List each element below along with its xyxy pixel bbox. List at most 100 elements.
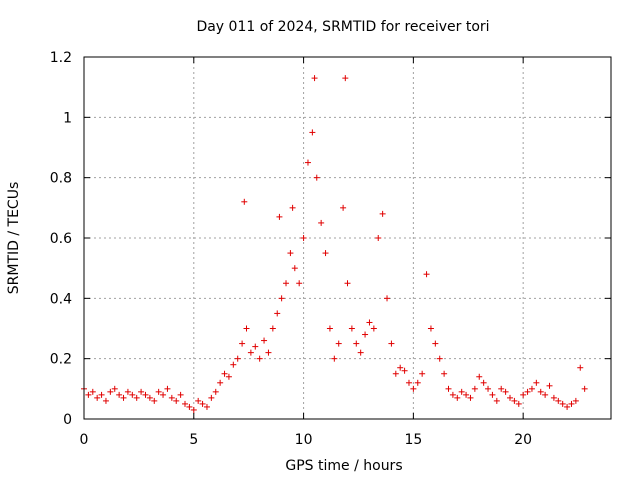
data-point xyxy=(265,349,272,356)
data-point xyxy=(568,400,575,407)
data-point xyxy=(225,373,232,380)
data-point xyxy=(247,349,254,356)
data-point xyxy=(542,391,549,398)
data-point xyxy=(335,340,342,347)
data-point xyxy=(581,385,588,392)
data-point xyxy=(256,355,263,362)
data-point xyxy=(502,388,509,395)
data-point xyxy=(331,355,338,362)
data-point xyxy=(410,385,417,392)
data-point xyxy=(485,385,492,392)
data-point xyxy=(252,343,259,350)
data-point xyxy=(116,391,123,398)
data-point xyxy=(311,75,318,82)
data-point xyxy=(348,325,355,332)
data-point xyxy=(379,210,386,217)
data-point xyxy=(291,265,298,272)
data-point xyxy=(241,198,248,205)
y-tick-label: 0.6 xyxy=(50,231,72,247)
y-tick-label: 0.4 xyxy=(50,291,72,307)
data-point xyxy=(182,400,189,407)
data-point xyxy=(476,373,483,380)
data-point xyxy=(203,403,210,410)
data-point xyxy=(467,394,474,401)
data-point xyxy=(326,325,333,332)
data-point xyxy=(221,370,228,377)
data-point xyxy=(357,349,364,356)
x-tick-label: 20 xyxy=(514,432,532,448)
data-point xyxy=(155,388,162,395)
data-point xyxy=(458,388,465,395)
data-point xyxy=(85,391,92,398)
data-point xyxy=(515,400,522,407)
data-point xyxy=(392,370,399,377)
data-point xyxy=(151,397,158,404)
data-point xyxy=(133,394,140,401)
data-point xyxy=(217,379,224,386)
y-tick-label: 1.2 xyxy=(50,50,72,66)
y-tick-label: 0.2 xyxy=(50,352,72,368)
data-point xyxy=(309,129,316,136)
data-point xyxy=(572,397,579,404)
data-point xyxy=(276,213,283,220)
data-point xyxy=(555,397,562,404)
data-point xyxy=(449,391,456,398)
data-point xyxy=(190,406,197,413)
data-point xyxy=(362,331,369,338)
data-point xyxy=(304,159,311,166)
data-point xyxy=(506,394,513,401)
data-point xyxy=(463,391,470,398)
data-point xyxy=(102,397,109,404)
chart-title: Day 011 of 2024, SRMTID for receiver tor… xyxy=(196,19,489,35)
x-tick-label: 15 xyxy=(404,432,422,448)
data-point xyxy=(564,403,571,410)
y-tick-label: 1 xyxy=(63,110,72,126)
y-tick-label: 0.8 xyxy=(50,171,72,187)
data-point xyxy=(89,388,96,395)
x-tick-label: 0 xyxy=(80,432,89,448)
data-point xyxy=(239,340,246,347)
data-point xyxy=(274,310,281,317)
data-series xyxy=(81,75,588,413)
data-point xyxy=(370,325,377,332)
plot-frame xyxy=(83,56,612,420)
data-point xyxy=(342,75,349,82)
data-point xyxy=(146,394,153,401)
data-point xyxy=(124,388,131,395)
data-point xyxy=(283,280,290,287)
data-point xyxy=(287,250,294,257)
data-point xyxy=(278,295,285,302)
data-point xyxy=(427,325,434,332)
data-point xyxy=(230,361,237,368)
data-point xyxy=(107,388,114,395)
data-point xyxy=(480,379,487,386)
data-point xyxy=(289,204,296,211)
data-point xyxy=(164,385,171,392)
data-point xyxy=(511,397,518,404)
data-point xyxy=(436,355,443,362)
x-tick-label: 10 xyxy=(295,432,313,448)
data-point xyxy=(98,391,105,398)
data-point xyxy=(177,391,184,398)
data-point xyxy=(300,235,307,241)
data-point xyxy=(234,355,241,362)
data-point xyxy=(173,397,180,404)
data-point xyxy=(401,367,408,374)
data-point xyxy=(384,295,391,302)
y-axis-label: SRMTID / TECUs xyxy=(6,182,22,295)
data-point xyxy=(493,397,500,404)
data-point xyxy=(388,340,395,347)
data-point xyxy=(559,400,566,407)
data-point xyxy=(344,280,351,287)
data-point xyxy=(550,394,557,401)
data-point xyxy=(353,340,360,347)
data-point xyxy=(445,385,452,392)
data-point xyxy=(212,388,219,395)
grid xyxy=(84,57,611,419)
data-point xyxy=(208,394,215,401)
data-point xyxy=(296,280,303,287)
data-point xyxy=(405,379,412,386)
data-point xyxy=(322,250,329,257)
data-point xyxy=(441,370,448,377)
